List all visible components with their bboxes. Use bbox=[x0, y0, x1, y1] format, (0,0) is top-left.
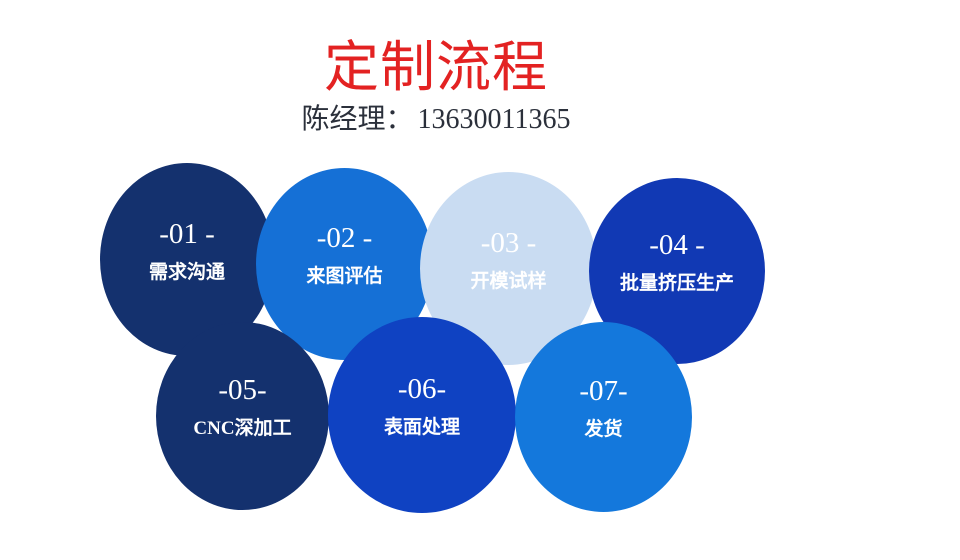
step-label: 表面处理 bbox=[383, 417, 460, 438]
step-label: 批量挤压生产 bbox=[619, 273, 734, 294]
step-label: 需求沟通 bbox=[148, 261, 225, 283]
step-circle: -07- 发货 bbox=[515, 322, 692, 512]
step-circle: -06- 表面处理 bbox=[328, 317, 516, 513]
contact-line: 陈经理： 13630011365 bbox=[0, 104, 872, 136]
step-label: 来图评估 bbox=[306, 266, 383, 287]
step-label: 开模试样 bbox=[470, 270, 547, 292]
page-title: 定制流程 bbox=[323, 37, 548, 98]
contact-phone: 13630011365 bbox=[417, 104, 571, 135]
step-number: -06- bbox=[397, 373, 447, 405]
step-number: -05- bbox=[218, 374, 267, 406]
step-number: -03 - bbox=[480, 226, 537, 259]
step-label: CNC深加工 bbox=[193, 418, 292, 439]
contact-name: 陈经理： bbox=[301, 104, 414, 135]
header: 定制流程 陈经理： 13630011365 bbox=[0, 38, 872, 136]
step-label: 发货 bbox=[584, 419, 623, 440]
step-circle: -03 - 开模试样 bbox=[420, 172, 597, 365]
step-circle: -05- CNC深加工 bbox=[156, 322, 329, 510]
step-number: -07- bbox=[579, 375, 628, 407]
step-number: -01 - bbox=[159, 217, 215, 250]
step-number: -02 - bbox=[316, 222, 373, 254]
step-number: -04 - bbox=[649, 229, 705, 261]
